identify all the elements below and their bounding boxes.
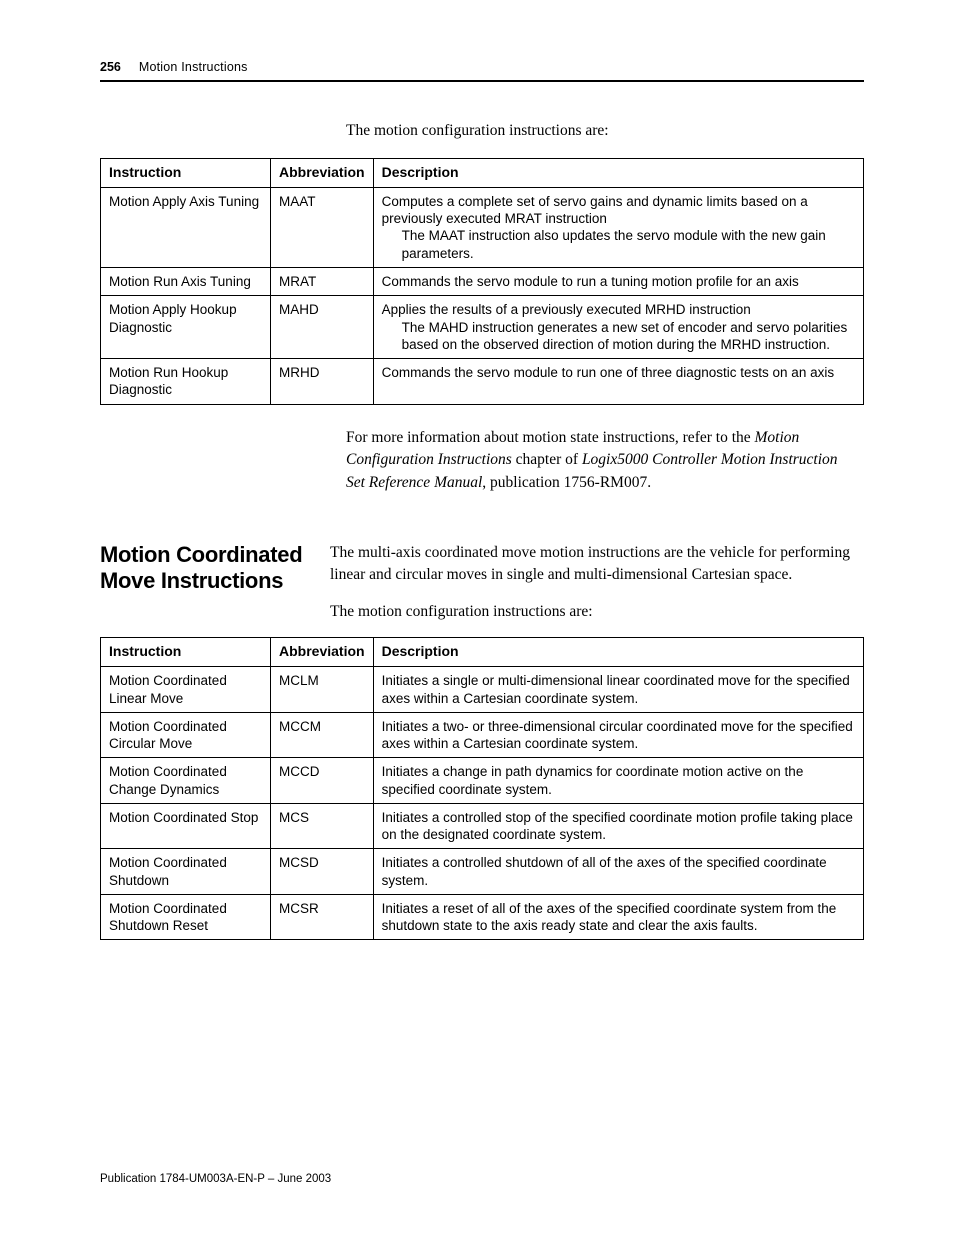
th-instruction: Instruction — [101, 159, 271, 188]
section-body: The multi-axis coordinated move motion i… — [330, 542, 864, 637]
cell-abbreviation: MAHD — [271, 296, 374, 359]
text: For more information about motion state … — [346, 429, 755, 446]
table-header-row: Instruction Abbreviation Description — [101, 159, 864, 188]
cell-instruction: Motion Coordinated Shutdown Reset — [101, 894, 271, 940]
cell-instruction: Motion Run Hookup Diagnostic — [101, 359, 271, 405]
desc-line: The MAHD instruction generates a new set… — [382, 319, 855, 354]
cell-description: Initiates a change in path dynamics for … — [373, 758, 863, 804]
cell-instruction: Motion Apply Axis Tuning — [101, 187, 271, 267]
cell-abbreviation: MRHD — [271, 359, 374, 405]
running-header: 256 Motion Instructions — [100, 60, 864, 74]
text: chapter of — [512, 451, 582, 468]
text: , publication 1756-RM007. — [482, 474, 651, 491]
cell-abbreviation: MAAT — [271, 187, 374, 267]
header-rule — [100, 80, 864, 82]
table-row: Motion Run Hookup Diagnostic MRHD Comman… — [101, 359, 864, 405]
desc-line: Computes a complete set of servo gains a… — [382, 194, 808, 226]
cell-abbreviation: MCCD — [271, 758, 374, 804]
cell-description: Commands the servo module to run a tunin… — [373, 267, 863, 295]
coordinated-move-table: Instruction Abbreviation Description Mot… — [100, 637, 864, 940]
section-paragraph: The multi-axis coordinated move motion i… — [330, 542, 864, 587]
table-row: Motion Coordinated Circular Move MCCM In… — [101, 712, 864, 758]
cell-description: Commands the servo module to run one of … — [373, 359, 863, 405]
reference-paragraph: For more information about motion state … — [346, 427, 851, 494]
cell-instruction: Motion Coordinated Circular Move — [101, 712, 271, 758]
section-heading: Motion Coordinated Move Instructions — [100, 542, 330, 595]
cell-instruction: Motion Coordinated Shutdown — [101, 849, 271, 895]
cell-description: Initiates a controlled shutdown of all o… — [373, 849, 863, 895]
table-row: Motion Run Axis Tuning MRAT Commands the… — [101, 267, 864, 295]
cell-abbreviation: MCS — [271, 803, 374, 849]
th-abbreviation: Abbreviation — [271, 159, 374, 188]
desc-line: Applies the results of a previously exec… — [382, 302, 751, 317]
table-row: Motion Coordinated Change Dynamics MCCD … — [101, 758, 864, 804]
cell-instruction: Motion Coordinated Stop — [101, 803, 271, 849]
cell-abbreviation: MRAT — [271, 267, 374, 295]
cell-instruction: Motion Apply Hookup Diagnostic — [101, 296, 271, 359]
intro-line: The motion configuration instructions ar… — [346, 122, 864, 140]
th-abbreviation: Abbreviation — [271, 638, 374, 667]
cell-description: Initiates a controlled stop of the speci… — [373, 803, 863, 849]
chapter-title: Motion Instructions — [139, 60, 248, 74]
table-row: Motion Coordinated Shutdown Reset MCSR I… — [101, 894, 864, 940]
cell-instruction: Motion Coordinated Change Dynamics — [101, 758, 271, 804]
cell-abbreviation: MCCM — [271, 712, 374, 758]
th-description: Description — [373, 638, 863, 667]
cell-instruction: Motion Run Axis Tuning — [101, 267, 271, 295]
table-row: Motion Coordinated Stop MCS Initiates a … — [101, 803, 864, 849]
cell-abbreviation: MCSD — [271, 849, 374, 895]
section-paragraph: The motion configuration instructions ar… — [330, 601, 864, 623]
cell-description: Computes a complete set of servo gains a… — [373, 187, 863, 267]
desc-line: The MAAT instruction also updates the se… — [382, 227, 855, 262]
footer-publication: Publication 1784-UM003A-EN-P – June 2003 — [100, 1173, 331, 1185]
table-row: Motion Coordinated Linear Move MCLM Init… — [101, 667, 864, 713]
table-row: Motion Apply Axis Tuning MAAT Computes a… — [101, 187, 864, 267]
th-instruction: Instruction — [101, 638, 271, 667]
cell-abbreviation: MCLM — [271, 667, 374, 713]
cell-abbreviation: MCSR — [271, 894, 374, 940]
cell-instruction: Motion Coordinated Linear Move — [101, 667, 271, 713]
cell-description: Initiates a reset of all of the axes of … — [373, 894, 863, 940]
cell-description: Initiates a two- or three-dimensional ci… — [373, 712, 863, 758]
motion-config-table: Instruction Abbreviation Description Mot… — [100, 158, 864, 405]
table-row: Motion Coordinated Shutdown MCSD Initiat… — [101, 849, 864, 895]
section-coordinated-move: Motion Coordinated Move Instructions The… — [100, 542, 864, 637]
table-header-row: Instruction Abbreviation Description — [101, 638, 864, 667]
page-body: 256 Motion Instructions The motion confi… — [0, 0, 954, 940]
cell-description: Initiates a single or multi-dimensional … — [373, 667, 863, 713]
page-number: 256 — [100, 60, 121, 74]
cell-description: Applies the results of a previously exec… — [373, 296, 863, 359]
th-description: Description — [373, 159, 863, 188]
table-row: Motion Apply Hookup Diagnostic MAHD Appl… — [101, 296, 864, 359]
